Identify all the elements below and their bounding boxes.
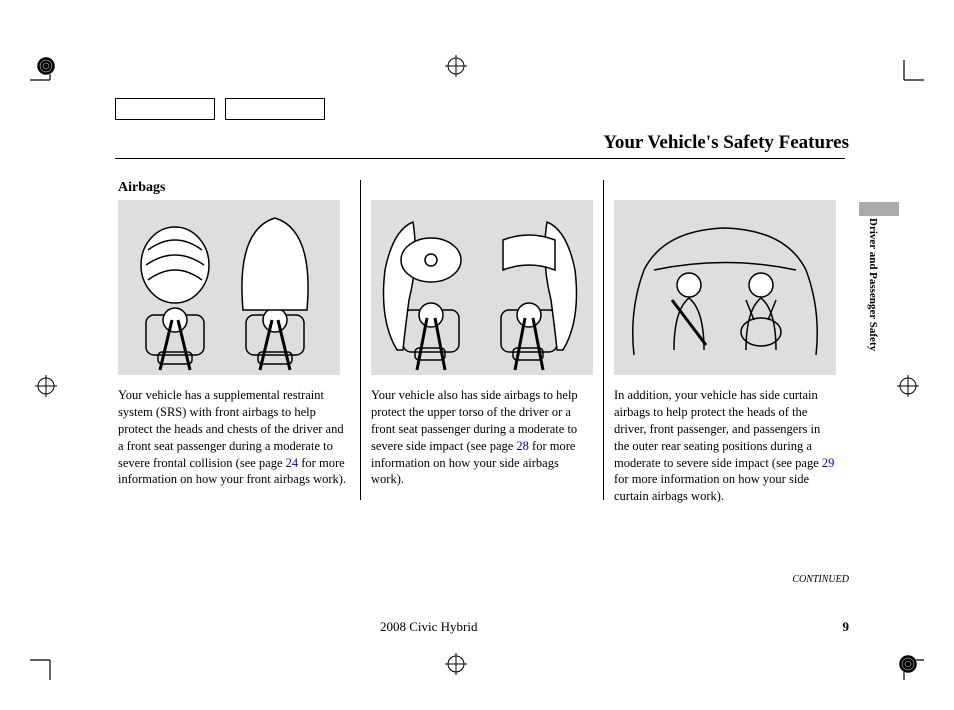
illustration-curtain-airbags: [614, 200, 836, 375]
text-part: In addition, your vehicle has side curta…: [614, 388, 822, 470]
title-rule: [115, 158, 845, 159]
content-columns: Your vehicle has a supplemental restrain…: [118, 200, 846, 505]
page-link-28[interactable]: 28: [516, 439, 529, 453]
column-2: Your vehicle also has side airbags to he…: [361, 200, 603, 505]
subheading-airbags: Airbags: [118, 180, 165, 196]
crop-mark-tr: [896, 60, 924, 88]
side-tab-bar: [859, 202, 899, 216]
column-3: In addition, your vehicle has side curta…: [604, 200, 846, 505]
column-3-text: In addition, your vehicle has side curta…: [614, 387, 836, 505]
page-link-24[interactable]: 24: [286, 456, 299, 470]
registration-mark: [445, 653, 467, 680]
crop-mark-bl: [30, 652, 58, 680]
column-2-text: Your vehicle also has side airbags to he…: [371, 387, 593, 488]
registration-mark: [897, 375, 919, 402]
registration-mark: [445, 55, 467, 82]
continued-label: CONTINUED: [792, 574, 849, 585]
header-box: [115, 98, 215, 120]
registration-mark: [35, 55, 57, 82]
header-box: [225, 98, 325, 120]
column-1: Your vehicle has a supplemental restrain…: [118, 200, 360, 505]
side-tab-label: Driver and Passenger Safety: [867, 218, 879, 351]
page-title: Your Vehicle's Safety Features: [603, 132, 849, 154]
page-link-29[interactable]: 29: [822, 456, 835, 470]
page-number: 9: [843, 619, 850, 635]
footer-model: 2008 Civic Hybrid: [380, 619, 478, 635]
column-1-text: Your vehicle has a supplemental restrain…: [118, 387, 350, 488]
registration-mark: [35, 375, 57, 402]
illustration-side-airbags: [371, 200, 593, 375]
registration-mark: [897, 653, 919, 680]
text-part: for more information on how your side cu…: [614, 472, 809, 503]
illustration-front-airbags: [118, 200, 340, 375]
